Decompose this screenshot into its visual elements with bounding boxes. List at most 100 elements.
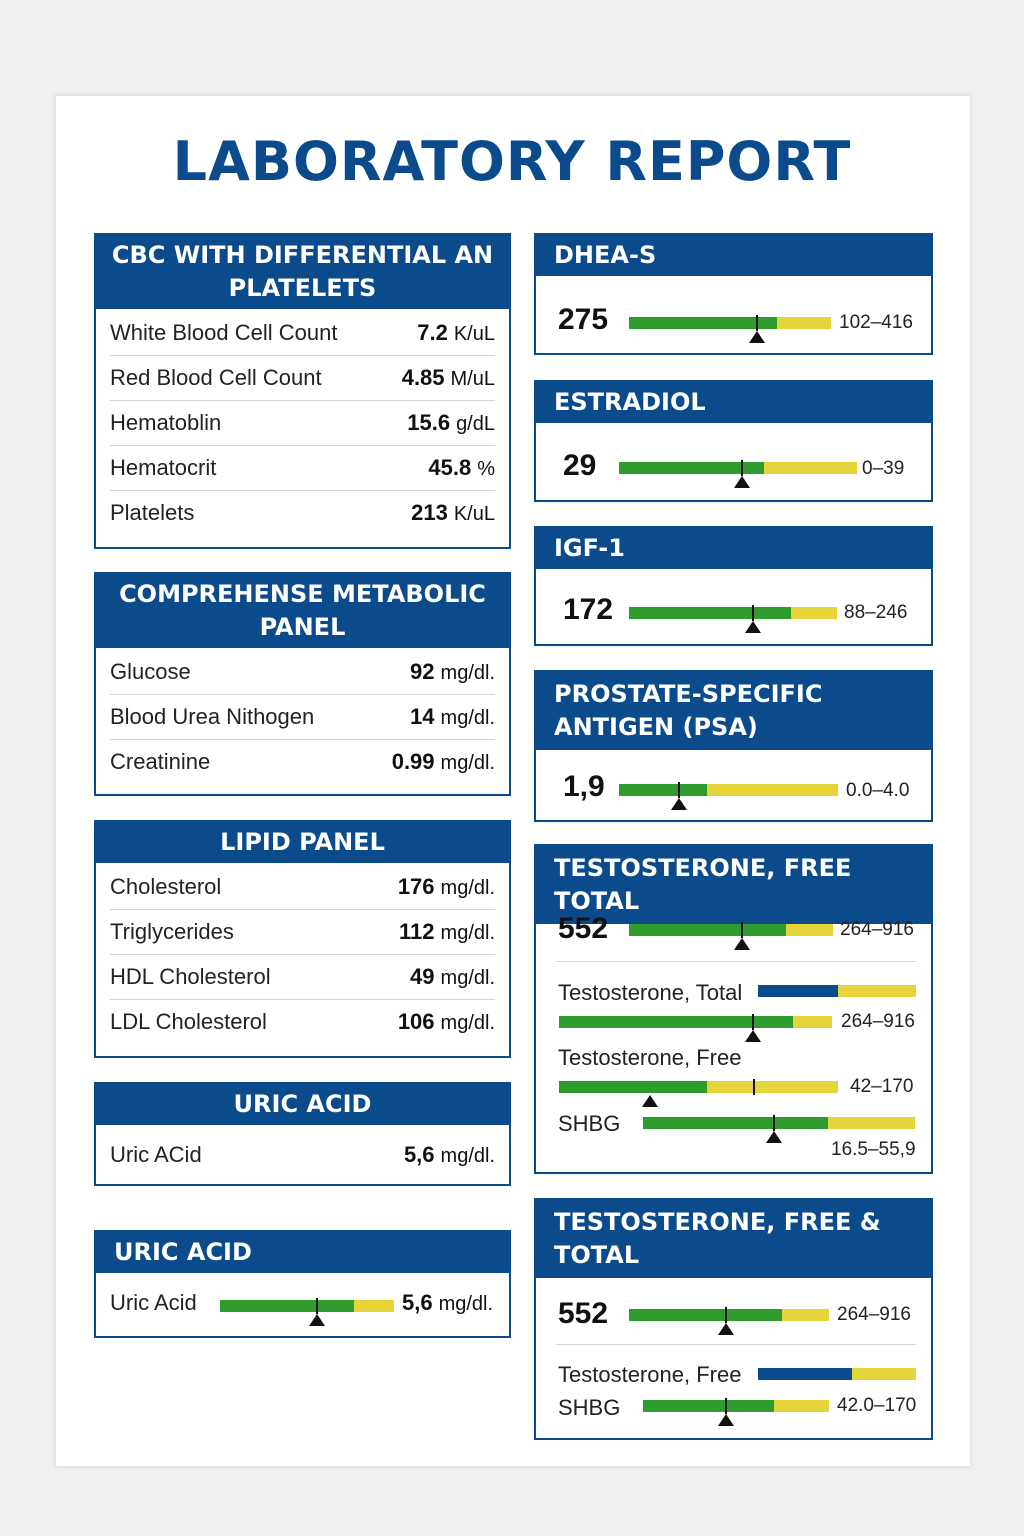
row-unit: % bbox=[477, 458, 495, 480]
gauge-normal-segment bbox=[629, 317, 777, 329]
gauge-marker-tick bbox=[316, 1298, 318, 1314]
gauge-borderline-segment bbox=[777, 317, 831, 329]
dheas-gauge bbox=[629, 315, 831, 343]
row-value: 45.8 bbox=[428, 455, 472, 480]
row-unit: mg/dl. bbox=[440, 707, 495, 729]
gauge-marker-arrow bbox=[718, 1323, 734, 1335]
testosterone-total-range: 264–916 bbox=[841, 1011, 915, 1032]
row-label: Blood Urea Nithogen bbox=[110, 704, 315, 729]
psa-gauge bbox=[619, 782, 838, 810]
testosterone-total-gauge bbox=[559, 1014, 832, 1042]
row-value: 14 bbox=[410, 704, 435, 729]
gauge-flag-segment bbox=[758, 985, 838, 997]
uric-acid-gauge bbox=[220, 1298, 394, 1326]
estradiol-panel: ESTRADIOL bbox=[534, 380, 933, 502]
row-value: 7.2 bbox=[417, 320, 448, 345]
shbg-label: SHBG bbox=[558, 1111, 621, 1136]
gauge-borderline-segment bbox=[828, 1117, 915, 1129]
igf1-title: IGF-1 bbox=[536, 528, 931, 569]
gauge-marker-arrow bbox=[718, 1414, 734, 1426]
row-label: Platelets bbox=[110, 500, 195, 525]
gauge-marker-arrow bbox=[734, 476, 750, 488]
row-unit: mg/dl. bbox=[440, 877, 495, 899]
psa-title: PROSTATE-SPECIFIC ANTIGEN (PSA) bbox=[536, 672, 931, 750]
row-value: 92 bbox=[410, 659, 435, 684]
dheas-title: DHEA-S bbox=[536, 235, 931, 276]
gauge-flag-segment bbox=[758, 1368, 852, 1380]
table-row: Blood Urea Nithogen 14 mg/dl. bbox=[110, 695, 495, 740]
igf1-value: 172 bbox=[563, 593, 614, 626]
shbg-gauge bbox=[643, 1115, 915, 1143]
gauge-marker-arrow bbox=[642, 1095, 658, 1107]
gauge-borderline-segment bbox=[707, 784, 838, 796]
row-unit: M/uL bbox=[450, 368, 495, 390]
uric-acid-unit: mg/dl. bbox=[438, 1293, 494, 1315]
testosterone-free-total-panel: TESTOSTERONE, FREE & TOTAL bbox=[534, 1198, 933, 1440]
psa-panel: PROSTATE-SPECIFIC ANTIGEN (PSA) bbox=[534, 670, 933, 822]
row-unit: mg/dl. bbox=[440, 967, 495, 989]
row-unit: g/dL bbox=[456, 413, 495, 435]
row-value: 176 bbox=[397, 874, 435, 899]
row-label: Hematocrit bbox=[110, 455, 217, 480]
table-row: HDL Cholesterol 49 mg/dl. bbox=[110, 955, 495, 1000]
row-value: 5,6 bbox=[403, 1142, 435, 1167]
gauge-borderline-segment bbox=[852, 1368, 916, 1380]
testosterone-title: TESTOSTERONE, FREE TOTAL bbox=[536, 846, 931, 924]
testosterone-total-label: Testosterone, Total bbox=[558, 980, 743, 1005]
gauge-marker-tick bbox=[725, 1307, 727, 1323]
row-value: 49 bbox=[410, 964, 435, 989]
testosterone-free-gauge bbox=[559, 1079, 838, 1107]
gauge-normal-segment bbox=[643, 1117, 828, 1129]
gauge-marker-tick bbox=[753, 1079, 755, 1095]
testosterone-free-total-gauge bbox=[629, 1307, 829, 1335]
table-row: Creatinine 0.99 mg/dl. bbox=[110, 740, 495, 784]
cbc-panel-title: CBC WITH DIFFERENTIAL AN PLATELETS bbox=[96, 235, 509, 309]
gauge-normal-segment bbox=[619, 462, 764, 474]
igf1-gauge bbox=[629, 605, 837, 633]
row-unit: mg/dl. bbox=[440, 922, 495, 944]
report-title: LABORATORY REPORT bbox=[172, 130, 852, 193]
uric-acid-value: 5,6 bbox=[402, 1290, 433, 1315]
gauge-marker-arrow bbox=[749, 331, 765, 343]
testosterone-value: 552 bbox=[558, 912, 609, 945]
gauge-normal-segment bbox=[629, 607, 791, 619]
gauge-borderline-segment bbox=[786, 924, 833, 936]
row-unit: K/uL bbox=[453, 503, 495, 525]
table-row: Uric ACid 5,6 mg/dl. bbox=[110, 1127, 495, 1183]
estradiol-title: ESTRADIOL bbox=[536, 382, 931, 423]
row-unit: mg/dl. bbox=[440, 662, 495, 684]
testosterone-free-total-title: TESTOSTERONE, FREE & TOTAL bbox=[536, 1200, 931, 1278]
table-row: Hematoblin 15.6 g/dL bbox=[110, 401, 495, 446]
divider bbox=[556, 1344, 916, 1345]
testosterone-gauge bbox=[629, 922, 833, 950]
gauge-borderline-segment bbox=[791, 607, 837, 619]
gauge-marker-tick bbox=[678, 782, 680, 798]
psa-value: 1,9 bbox=[563, 770, 605, 803]
gauge-normal-segment bbox=[643, 1400, 774, 1412]
uric-acid-panel: URIC ACID Uric ACid 5,6 mg/dl. bbox=[94, 1082, 511, 1186]
table-row: Glucose 92 mg/dl. bbox=[110, 650, 495, 695]
table-row: Platelets 213 K/uL bbox=[110, 491, 495, 535]
gauge-borderline-segment bbox=[764, 462, 857, 474]
row-label: Creatinine bbox=[110, 749, 211, 774]
gauge-normal-segment bbox=[629, 924, 786, 936]
gauge-marker-arrow bbox=[734, 938, 750, 950]
row-label: Glucose bbox=[110, 659, 191, 684]
row-value: 106 bbox=[397, 1009, 435, 1034]
gauge-marker-tick bbox=[773, 1115, 775, 1131]
row-value: 213 bbox=[411, 500, 448, 525]
uric-acid-gauge-title: URIC ACID bbox=[96, 1232, 509, 1273]
gauge-marker-tick bbox=[741, 460, 743, 476]
table-row: Hematocrit 45.8% bbox=[110, 446, 495, 491]
row-label: Cholesterol bbox=[110, 874, 222, 899]
uric-acid-result: 5,6 mg/dl. bbox=[402, 1290, 493, 1316]
gauge-normal-segment bbox=[559, 1016, 793, 1028]
gauge-borderline-segment bbox=[793, 1016, 832, 1028]
table-row: Red Blood Cell Count 4.85 M/uL bbox=[110, 356, 495, 401]
table-row: LDL Cholesterol 106 mg/dl. bbox=[110, 1000, 495, 1044]
testosterone-free-total-range: 264–916 bbox=[837, 1304, 911, 1325]
shbg-gauge-2 bbox=[643, 1398, 829, 1426]
gauge-marker-arrow bbox=[745, 1030, 761, 1042]
row-value: 112 bbox=[399, 919, 435, 944]
testosterone-free-total-value: 552 bbox=[558, 1297, 609, 1330]
